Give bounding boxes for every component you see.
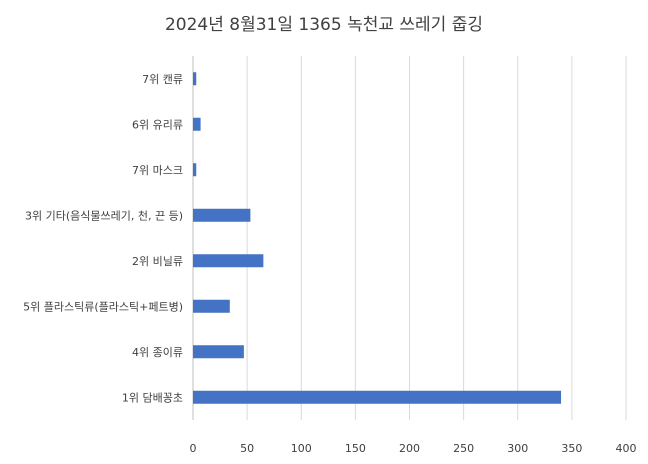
bar bbox=[193, 208, 251, 222]
chart-title: 2024년 8월31일 1365 녹천교 쓰레기 줍깅 bbox=[165, 15, 483, 35]
bar bbox=[193, 72, 197, 86]
x-tick-label: 0 bbox=[190, 442, 197, 455]
category-label: 5위 플라스틱류(플라스틱+페트병) bbox=[23, 300, 183, 313]
bar bbox=[193, 117, 201, 131]
category-labels: 7위 캔류 6위 유리류 7위 마스크 3위 기타(음식물쓰레기, 천, 끈 등) 2위… bbox=[23, 73, 183, 405]
bar bbox=[193, 345, 244, 359]
x-axis-tick-labels: 0 50 100 150 200 250 300 350 400 bbox=[190, 442, 637, 455]
x-tick-label: 250 bbox=[453, 442, 474, 455]
x-tick-label: 400 bbox=[616, 442, 637, 455]
category-label: 1위 담배꽁초 bbox=[122, 391, 183, 404]
bar bbox=[193, 163, 197, 177]
category-label: 3위 기타(음식물쓰레기, 천, 끈 등) bbox=[25, 208, 183, 222]
category-label: 4위 종이류 bbox=[132, 346, 183, 359]
category-label: 6위 유리류 bbox=[132, 118, 183, 131]
category-label: 7위 캔류 bbox=[142, 73, 183, 86]
x-tick-label: 300 bbox=[507, 442, 528, 455]
x-tick-label: 200 bbox=[399, 442, 420, 455]
bar bbox=[193, 299, 230, 313]
bars bbox=[193, 72, 562, 404]
x-tick-label: 350 bbox=[561, 442, 582, 455]
gridlines bbox=[192, 56, 627, 420]
bar bbox=[193, 254, 264, 268]
x-tick-label: 50 bbox=[240, 442, 254, 455]
x-tick-label: 100 bbox=[291, 442, 312, 455]
category-label: 7위 마스크 bbox=[132, 164, 183, 177]
bar bbox=[193, 390, 562, 404]
x-tick-label: 150 bbox=[345, 442, 366, 455]
category-label: 2위 비닐류 bbox=[132, 255, 183, 268]
